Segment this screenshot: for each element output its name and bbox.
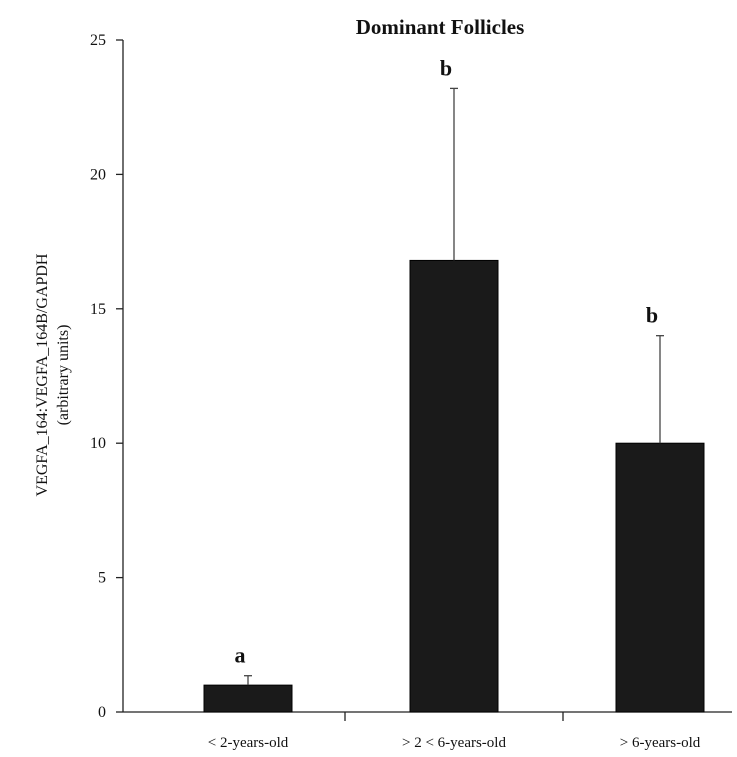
error-bars — [244, 87, 664, 686]
x-ticks: < 2-years-old > 2 < 6-years-old > 6-years-… — [208, 712, 701, 751]
bar — [615, 442, 705, 713]
bar — [203, 684, 293, 713]
significance-label: a — [235, 643, 246, 668]
y-axis-label-line1: VEGFA_164:VEGFA_164B/GAPDH — [34, 253, 51, 496]
significance-label: b — [440, 55, 452, 80]
y-tick-label: 5 — [98, 570, 106, 587]
y-axis-label-line2: (arbitrary units) — [55, 325, 72, 426]
bar — [409, 259, 499, 713]
chart-title: Dominant Follicles — [356, 15, 525, 39]
y-tick-label: 25 — [90, 32, 106, 49]
y-tick-label: 20 — [90, 166, 106, 183]
y-ticks: 0 5 10 15 20 25 — [90, 32, 123, 721]
y-axis-label: VEGFA_164:VEGFA_164B/GAPDH (arbitrary un… — [34, 253, 72, 496]
y-tick-label: 0 — [98, 704, 106, 721]
significance-label: b — [646, 303, 658, 328]
x-tick-label: < 2-years-old — [208, 735, 289, 751]
y-tick-label: 10 — [90, 435, 106, 452]
x-tick-label: > 6-years-old — [620, 735, 701, 751]
bars — [203, 259, 705, 713]
x-tick-label: > 2 < 6-years-old — [402, 735, 506, 751]
y-tick-label: 15 — [90, 301, 106, 318]
significance-labels: a b b — [235, 55, 659, 667]
